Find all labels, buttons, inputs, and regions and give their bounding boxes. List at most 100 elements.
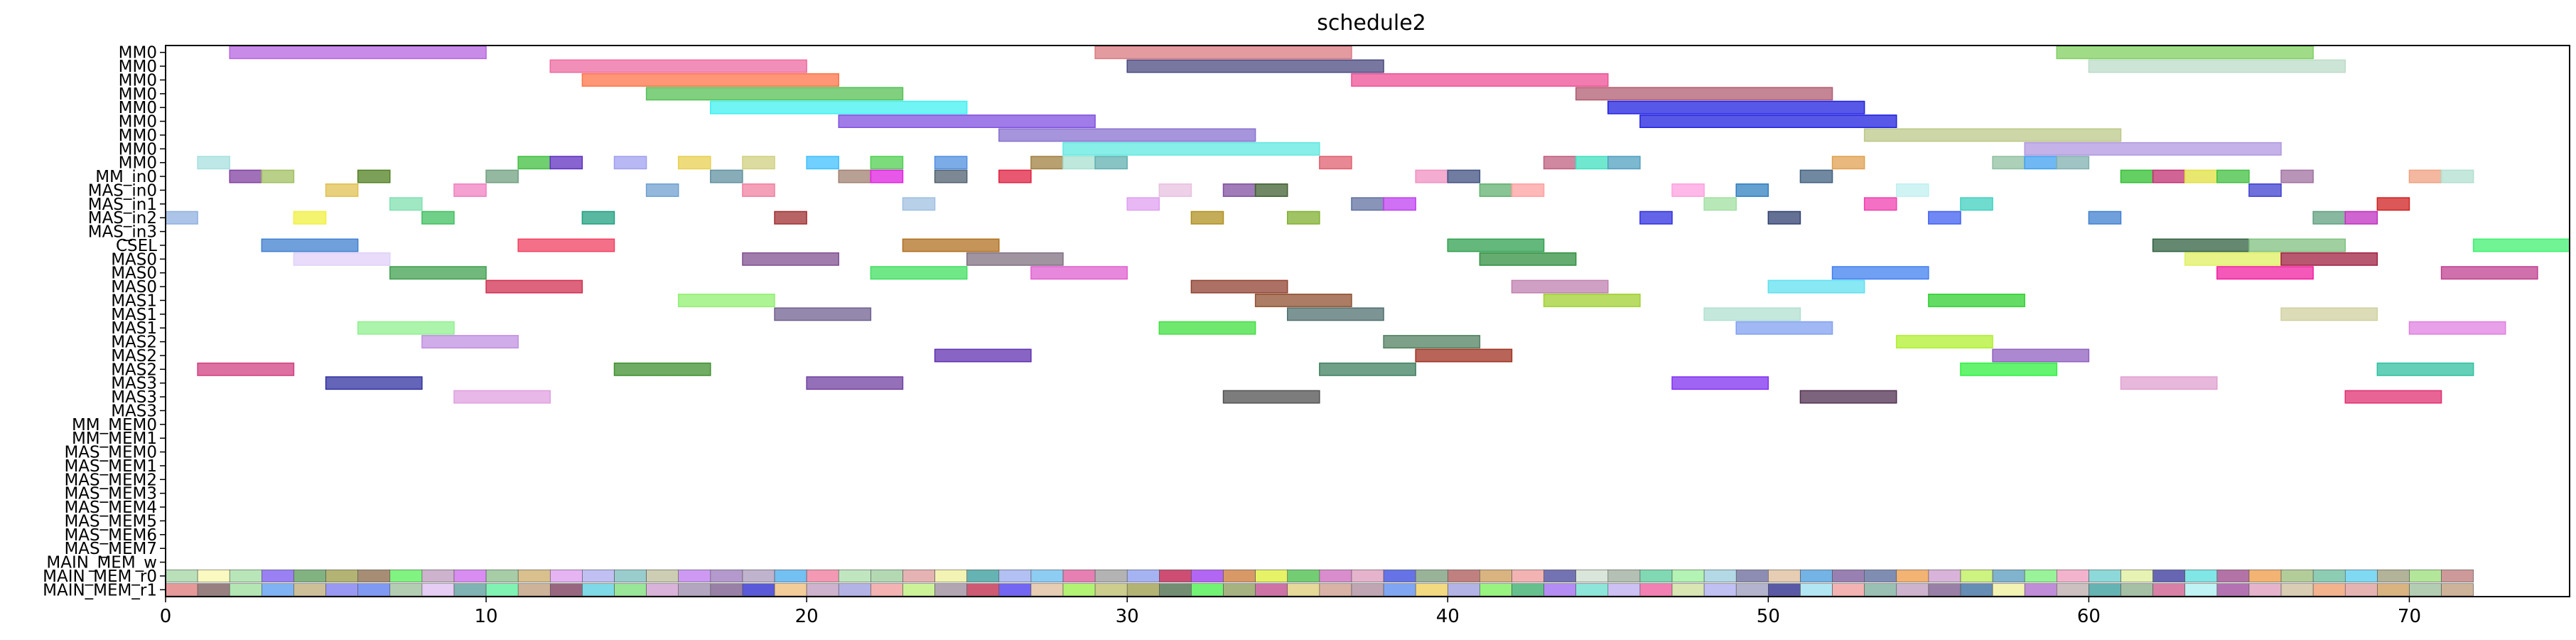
task-bar-137	[2376, 362, 2474, 376]
memory-slot-1-40	[1447, 583, 1480, 597]
memory-slot-1-44	[1575, 583, 1609, 597]
memory-slot-0-25	[966, 569, 1000, 582]
task-bar-123	[357, 321, 455, 335]
y-tick-label-27: MM_MEM0	[72, 416, 157, 434]
task-bar-139	[806, 376, 904, 390]
memory-slot-1-1	[197, 583, 230, 597]
memory-slot-0-4	[293, 569, 326, 582]
memory-slot-0-39	[1415, 569, 1448, 582]
task-bar-63	[1254, 183, 1288, 197]
task-bar-61	[1158, 183, 1192, 197]
task-bar-46	[998, 169, 1032, 183]
task-bar-13	[1639, 114, 1897, 129]
memory-slot-1-4	[293, 583, 326, 597]
y-tick-label-19: MAS1	[111, 306, 157, 324]
memory-slot-0-24	[934, 569, 967, 582]
memory-slot-0-47	[1671, 569, 1705, 582]
memory-slot-1-34	[1255, 583, 1288, 597]
memory-slot-1-64	[2216, 583, 2250, 597]
memory-slot-0-18	[742, 569, 775, 582]
memory-slot-1-52	[1832, 583, 1865, 597]
task-bar-17	[2024, 142, 2282, 156]
x-tick-label-1: 10	[475, 606, 498, 627]
memory-slot-0-1	[197, 569, 230, 582]
task-bar-77	[1960, 197, 1993, 211]
task-bar-141	[2120, 376, 2218, 390]
memory-slot-0-27	[1030, 569, 1064, 582]
task-bar-86	[1639, 210, 1673, 225]
memory-slot-1-19	[774, 583, 807, 597]
task-bar-109	[2216, 266, 2314, 280]
y-tick-label-10: MAS_in0	[88, 181, 157, 200]
task-bar-42	[710, 169, 743, 183]
memory-slot-1-60	[2089, 583, 2121, 597]
memory-slot-1-23	[902, 583, 935, 597]
memory-slot-1-37	[1351, 583, 1384, 597]
task-bar-112	[1190, 279, 1288, 294]
memory-slot-1-69	[2377, 583, 2410, 597]
y-tick-label-34: MAS_MEM5	[64, 512, 157, 530]
memory-slot-1-25	[966, 583, 1000, 597]
y-tick-label-20: MAS1	[111, 319, 157, 338]
memory-slot-0-5	[325, 569, 358, 582]
memory-slot-0-16	[678, 569, 711, 582]
task-bar-3	[549, 59, 807, 73]
task-bar-9	[1575, 87, 1833, 101]
memory-slot-1-51	[1800, 583, 1833, 597]
x-tick-label-7: 70	[2398, 606, 2421, 627]
memory-slot-0-56	[1960, 569, 1993, 582]
task-bar-24	[806, 156, 839, 170]
task-bar-25	[870, 156, 904, 170]
task-bar-75	[1703, 197, 1737, 211]
task-bar-97	[2248, 238, 2346, 252]
task-bar-69	[2248, 183, 2282, 197]
task-bar-36	[2024, 156, 2058, 170]
task-bar-72	[1126, 197, 1160, 211]
y-tick-label-38: MAIN_MEM_r0	[43, 567, 157, 586]
y-tick-label-36: MAS_MEM7	[64, 540, 157, 558]
task-bar-133	[197, 362, 295, 376]
chart-title: schedule2	[1317, 11, 1426, 36]
task-bar-134	[613, 362, 711, 376]
memory-slot-0-40	[1447, 569, 1480, 582]
y-tick-label-5: MM0	[119, 113, 157, 132]
memory-slot-0-0	[165, 569, 198, 582]
task-bar-106	[870, 266, 968, 280]
memory-slot-1-48	[1703, 583, 1737, 597]
x-tick-label-3: 30	[1116, 606, 1139, 627]
task-bar-71	[902, 197, 936, 211]
task-bar-121	[1703, 307, 1801, 321]
task-bar-82	[581, 210, 615, 225]
memory-slot-1-38	[1383, 583, 1416, 597]
task-bar-78	[2376, 197, 2410, 211]
memory-slot-0-65	[2248, 569, 2282, 582]
bars-layer	[165, 46, 2570, 597]
memory-slot-1-67	[2312, 583, 2346, 597]
task-bar-53	[2216, 169, 2250, 183]
task-bar-55	[2408, 169, 2442, 183]
task-bar-126	[2408, 321, 2506, 335]
task-bar-136	[1960, 362, 2058, 376]
task-bar-120	[1286, 307, 1384, 321]
task-bar-84	[1190, 210, 1224, 225]
task-bar-48	[1447, 169, 1481, 183]
task-bar-10	[710, 100, 968, 114]
y-tick-label-28: MM_MEM1	[72, 430, 157, 448]
task-bar-31	[1543, 156, 1577, 170]
memory-slot-1-3	[262, 583, 294, 597]
task-bar-60	[742, 183, 775, 197]
task-bar-40	[357, 169, 391, 183]
task-bar-103	[2184, 252, 2282, 266]
memory-slot-1-36	[1319, 583, 1352, 597]
memory-slot-0-68	[2344, 569, 2378, 582]
memory-slot-0-19	[774, 569, 807, 582]
memory-slot-0-70	[2409, 569, 2442, 582]
memory-slot-1-32	[1191, 583, 1224, 597]
task-bar-66	[1671, 183, 1705, 197]
task-bar-118	[1928, 293, 2025, 307]
memory-slot-0-26	[998, 569, 1032, 582]
memory-slot-1-30	[1126, 583, 1160, 597]
task-bar-15	[1863, 128, 2122, 142]
task-bar-88	[1928, 210, 1961, 225]
